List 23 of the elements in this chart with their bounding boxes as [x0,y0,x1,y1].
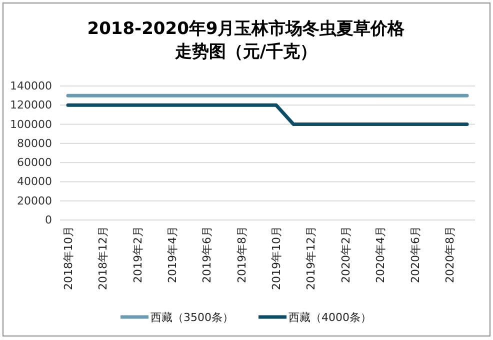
y-tick-label: 120000 [10,98,52,112]
y-tick-label: 0 [45,214,52,227]
x-tick-label: 2018年10月 [62,226,75,290]
y-tick-label: 100000 [10,118,52,131]
x-tick-label: 2020年4月 [374,226,388,283]
x-tick-label: 2020年6月 [408,226,422,283]
x-tick-label: 2020年8月 [444,226,456,283]
x-tick-label: 2019年2月 [131,226,144,283]
y-tick-label: 60000 [17,156,52,170]
y-tick-label: 140000 [10,80,52,93]
x-tick-label: 2020年2月 [339,226,352,283]
legend-label: 西藏（3500条） [150,310,234,324]
chart-title: 2018-2020年9月玉林市场冬虫夏草价格走势图（元/千克） [87,19,406,62]
legend-label: 西藏（4000条） [288,310,372,324]
x-tick-label: 2019年12月 [304,226,318,290]
y-tick-label: 80000 [17,136,52,150]
y-tick-label: 20000 [17,194,52,208]
x-tick-label: 2019年6月 [200,226,214,283]
x-tick-label: 2018年12月 [96,226,110,290]
y-tick-label: 40000 [17,175,52,188]
x-tick-label: 2019年4月 [166,226,179,283]
x-tick-label: 2019年8月 [235,226,248,283]
x-tick-label: 2019年10月 [270,226,284,290]
